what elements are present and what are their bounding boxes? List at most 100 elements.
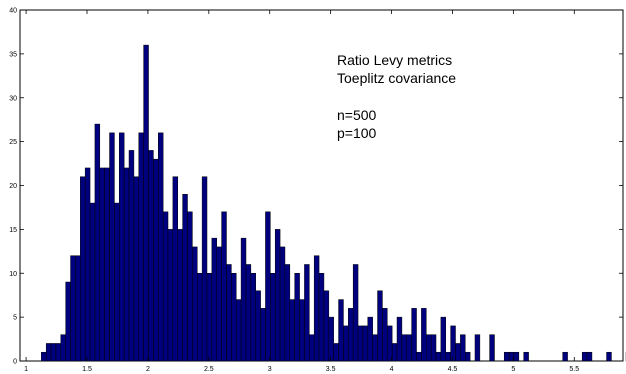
x-tick-label: 5 (511, 366, 515, 373)
histogram-bar (41, 351, 47, 362)
histogram-bar (274, 229, 281, 362)
histogram-bar (367, 316, 373, 362)
histogram-bar (435, 351, 442, 362)
histogram-bar (421, 308, 427, 362)
histogram-bar (65, 281, 71, 362)
y-tick-label: 30 (9, 95, 17, 102)
histogram-bar (606, 351, 612, 362)
histogram-bar (153, 158, 159, 362)
histogram-bar (255, 290, 261, 362)
histogram-bar (391, 343, 398, 362)
histogram-bar (128, 150, 135, 362)
x-tick-label: 3 (268, 366, 272, 373)
histogram-bar (289, 299, 295, 362)
histogram-bar (260, 308, 266, 362)
histogram-bar (513, 351, 520, 362)
histogram-bar (396, 316, 403, 362)
histogram-bar (216, 246, 222, 362)
histogram-bar (104, 167, 110, 362)
y-tick-label: 35 (9, 51, 17, 58)
histogram-bar (313, 255, 320, 362)
histogram-bar (455, 343, 461, 362)
histogram-bar (304, 264, 310, 362)
histogram-bar (270, 273, 276, 362)
histogram-bar (489, 334, 495, 362)
histogram-bar (382, 308, 388, 362)
histogram-bar (60, 334, 66, 362)
histogram-bar (235, 299, 242, 362)
histogram-bar (299, 299, 305, 362)
x-tick-label: 4 (390, 366, 394, 373)
bars-group (41, 44, 626, 362)
histogram-bar (279, 246, 286, 362)
histogram-bar (294, 273, 300, 362)
histogram-bar (84, 167, 91, 362)
histogram-bar (523, 351, 529, 362)
histogram-bar (323, 290, 330, 362)
histogram-bar (50, 343, 57, 362)
histogram-bar (89, 202, 96, 362)
histogram-bar (158, 132, 164, 362)
histogram-bar (55, 343, 62, 362)
histogram-bar (387, 325, 393, 362)
histogram-bar (80, 176, 86, 362)
histogram-bar (445, 351, 451, 362)
histogram-bar (240, 237, 247, 362)
histogram-bar (328, 316, 334, 362)
annotation-line-1: Ratio Levy metrics (337, 52, 452, 68)
histogram-bar (250, 273, 256, 362)
histogram-bar (333, 343, 339, 362)
histogram-bar (401, 334, 408, 362)
histogram-bar (123, 167, 130, 362)
histogram-bar (377, 290, 383, 362)
histogram-bar (357, 325, 364, 362)
y-axis-ticks: 0 5 10 15 20 25 30 35 40 (9, 8, 623, 366)
histogram-bar (581, 351, 588, 362)
histogram-bar (440, 316, 447, 362)
histogram-bar (182, 194, 188, 362)
histogram-bar (426, 334, 432, 362)
histogram-bar (109, 132, 115, 362)
histogram-bar (586, 351, 593, 362)
histogram-bar (245, 264, 252, 362)
y-tick-label: 40 (9, 8, 17, 15)
histogram-bar (99, 167, 105, 362)
histogram-bar (143, 44, 149, 362)
histogram-bar (201, 176, 208, 362)
histogram-bar (474, 334, 481, 362)
histogram-bar (119, 132, 125, 362)
histogram-bar (416, 351, 422, 362)
histogram-bar (265, 211, 271, 362)
histogram-bar (226, 264, 232, 362)
histogram-bar (450, 325, 456, 362)
x-tick-label: 5.5 (569, 366, 579, 373)
annotation-line-2: Toeplitz covariance (337, 70, 456, 86)
histogram-bar (231, 273, 237, 362)
histogram-bar (372, 334, 378, 362)
histogram-bar (148, 150, 154, 362)
histogram-bar (348, 308, 354, 362)
x-tick-label: 3.5 (326, 366, 336, 373)
histogram-bar (406, 334, 412, 362)
histogram-bar (411, 308, 417, 362)
histogram-bar (343, 325, 349, 362)
histogram-bar (167, 229, 174, 362)
histogram-bar (284, 264, 291, 362)
histogram-bar (362, 325, 369, 362)
x-axis-ticks: 1 1.5 2 2.5 3 3.5 4 4.5 5 5.5 (24, 10, 579, 373)
histogram-bar (196, 273, 203, 362)
y-tick-label: 0 (13, 359, 17, 366)
annotation-line-4: p=100 (337, 125, 377, 141)
histogram-bar (133, 176, 140, 362)
histogram-bar (503, 351, 510, 362)
histogram-bar (162, 211, 169, 362)
histogram-bar (430, 334, 437, 362)
histogram-bar (187, 211, 193, 362)
x-tick-label: 2 (146, 366, 150, 373)
histogram-bar (460, 334, 466, 362)
histogram-bar (45, 343, 52, 362)
histogram-bar (338, 299, 344, 362)
histogram-bar (352, 264, 359, 362)
y-tick-label: 20 (9, 183, 17, 190)
